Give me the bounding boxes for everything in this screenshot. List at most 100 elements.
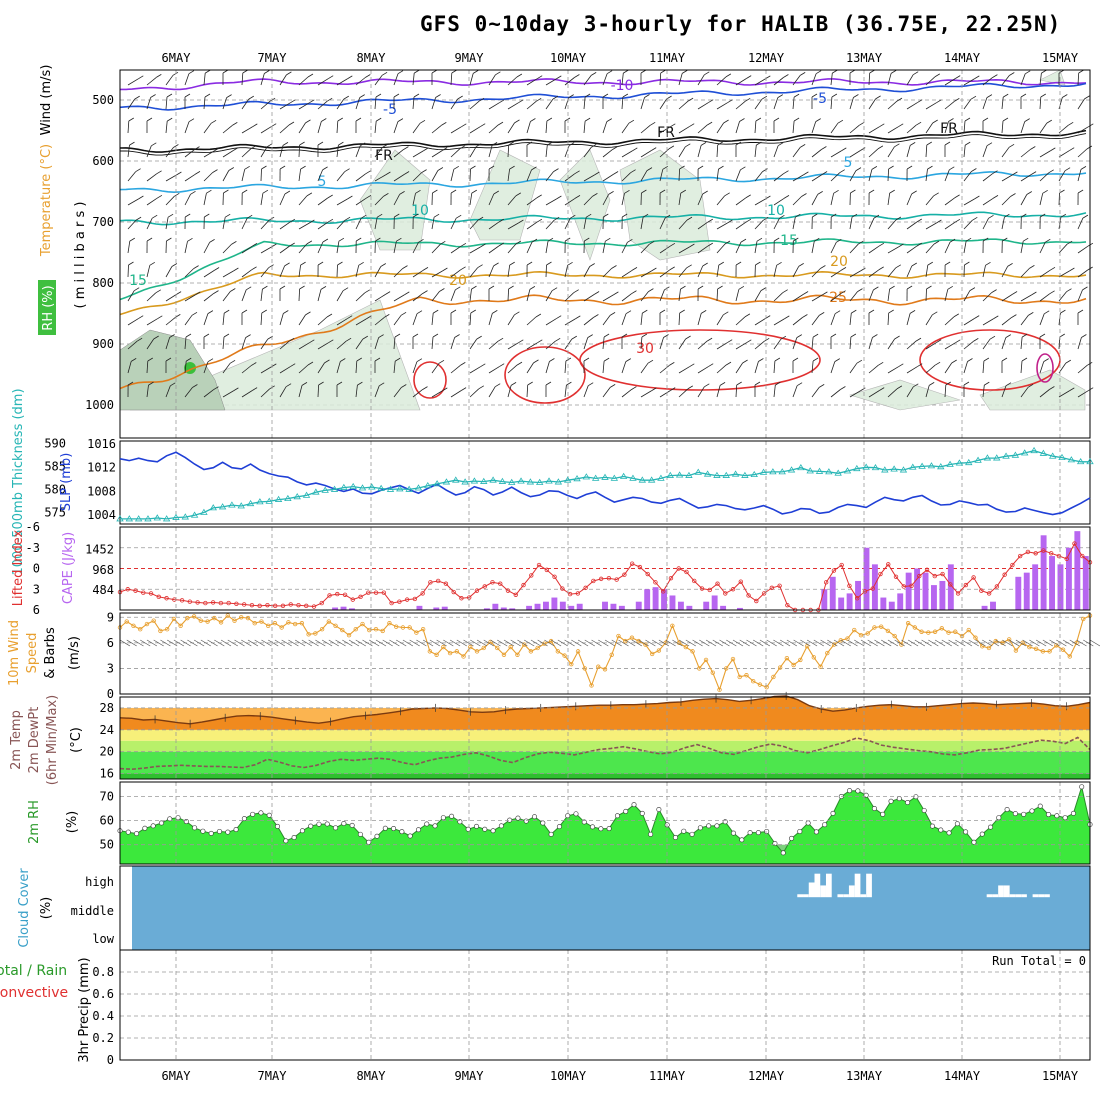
surface-wind-barb [948, 639, 959, 647]
wind-barb-flag [166, 93, 173, 98]
wind-barb [469, 73, 474, 86]
li-marker [490, 580, 495, 585]
chart-title: GFS 0~10day 3-hourly for HALIB (36.75E, … [420, 12, 1062, 36]
wind-barb [659, 98, 667, 110]
cloud-level-label: low [92, 932, 114, 946]
thickness-marker [853, 464, 861, 472]
wind-barb-flag [993, 315, 999, 320]
wind-marker [582, 666, 587, 671]
wind-barb [222, 291, 231, 302]
wind-barb-flag [289, 218, 296, 223]
rh-marker [689, 831, 695, 837]
li-marker [847, 583, 852, 588]
wind-barb [488, 124, 499, 134]
wind-barb [450, 148, 461, 158]
wind-barb [982, 218, 989, 230]
li-marker [668, 575, 674, 581]
contour-label: FR [657, 125, 675, 141]
wind-barb-flag [949, 166, 955, 171]
wind-barb-flag [397, 118, 404, 122]
day-label-bottom: 14MAY [944, 1069, 981, 1083]
cape-bar [922, 572, 929, 610]
wind-barb [203, 123, 212, 134]
wind-marker [966, 627, 971, 633]
wind-marker [299, 621, 305, 626]
wind-barb [488, 221, 500, 230]
wind-tick-label: 6 [107, 636, 114, 650]
thickness-marker [806, 467, 814, 474]
wind-barb-flag [1026, 191, 1033, 195]
wind-barb [222, 125, 233, 134]
cloud-title-2: (%) [39, 897, 54, 920]
wind-barb [545, 120, 548, 134]
rh-marker [1054, 813, 1060, 819]
li-tick-label: 3 [33, 582, 40, 596]
rh-marker [366, 839, 372, 845]
li-marker [366, 590, 371, 595]
wind-barb-flag [974, 75, 980, 80]
wind-marker [265, 623, 271, 628]
wind-barb-flag [1087, 387, 1094, 392]
rh-marker [1021, 811, 1027, 817]
cape-bar [559, 601, 566, 610]
li-marker [1072, 541, 1077, 546]
wind-barb [374, 75, 383, 86]
surface-wind-barb [766, 639, 777, 647]
wind-barb [963, 220, 973, 230]
wind-barb [469, 193, 473, 206]
wind-barb-flag [850, 189, 856, 194]
wind-barb [678, 219, 688, 230]
cape-bar [1040, 535, 1047, 610]
wind-barb [830, 313, 836, 326]
wind-barb [203, 293, 214, 302]
thickness-marker [610, 474, 619, 481]
wind-barb-flag [630, 169, 636, 174]
wind-barb [830, 361, 836, 374]
wind-barb-flag [536, 194, 542, 199]
cloud-clear-bar [848, 885, 855, 898]
wind-barb [431, 390, 443, 398]
wind-barb [184, 315, 193, 326]
li-marker [598, 576, 604, 582]
wind-barb-flag [284, 262, 290, 267]
wind-barb-flag [1011, 291, 1018, 295]
surface-wind-barb [874, 639, 885, 647]
wind-barb [431, 270, 443, 278]
wind-barb-flag [740, 238, 747, 243]
wind-barb-flag [309, 99, 315, 104]
surface-wind-barb [773, 639, 784, 647]
wind-barb-flag [575, 315, 581, 320]
wind-barb [659, 72, 662, 86]
wind-barb [1077, 72, 1080, 86]
surface-wind-barb [793, 639, 804, 647]
wind-barb-flag [497, 337, 504, 342]
wind-barb [944, 169, 950, 182]
wind-barb [659, 169, 664, 182]
wind-barb [792, 196, 802, 206]
wind-barb-flag [573, 289, 579, 294]
surface-wind-barb [1042, 639, 1053, 647]
thickness-marker [218, 503, 227, 510]
wind-marker [569, 661, 574, 667]
wind-barb [241, 289, 247, 302]
wind-barb [450, 98, 459, 110]
thickness-marker [293, 493, 301, 500]
wind-marker [528, 649, 534, 654]
rh-marker [648, 831, 654, 837]
wind-marker [542, 641, 547, 646]
wind-barb [716, 76, 727, 86]
wind-barb-flag [641, 189, 647, 194]
wind-barb-flag [185, 357, 192, 362]
wind-barb-flag [909, 142, 916, 146]
wind-barb [1077, 126, 1089, 134]
contour-label: 10 [411, 203, 429, 219]
wind-barb-flag [890, 70, 897, 74]
wind-barb [127, 171, 136, 182]
wind-barb-flag [396, 237, 402, 242]
cape-bar [500, 607, 507, 610]
wind-barb [1001, 337, 1007, 350]
rh-marker [142, 825, 148, 831]
contour-label: -10 [611, 78, 634, 94]
wind-barb-flag [631, 267, 638, 271]
wind-barb-flag [745, 218, 752, 223]
